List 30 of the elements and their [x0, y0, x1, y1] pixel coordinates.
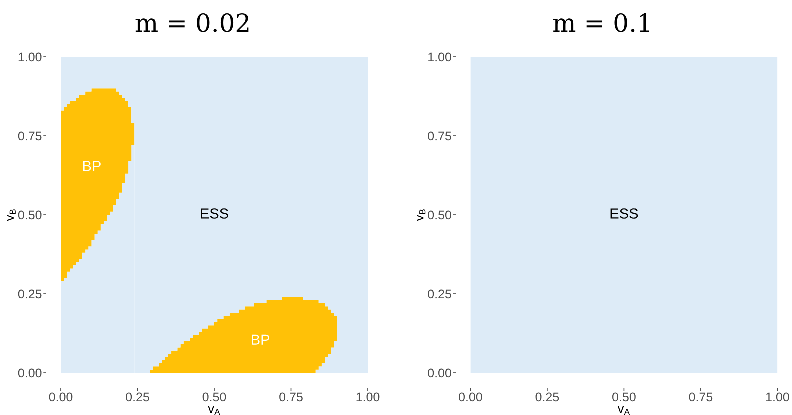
y-tick-label: 0.25	[428, 290, 452, 299]
x-tick-label: 0.50	[612, 392, 636, 402]
chart-title: m = 0.02	[136, 13, 249, 32]
x-tick-label: 0.50	[202, 392, 226, 402]
x-tick-label: 0.25	[126, 392, 150, 402]
x-tick-label: 1.00	[766, 392, 790, 402]
y-tick-label: 0.50	[428, 210, 452, 220]
y-tick-label: 1.00	[18, 52, 42, 62]
band-label: ESS	[610, 208, 638, 219]
y-tick-label: 0.75	[428, 132, 452, 141]
y-tick-label: 1.00	[428, 52, 452, 62]
annotation: ESS	[201, 208, 228, 219]
x-axis-title: v$_{A}$	[208, 406, 220, 415]
y-axis-title: v$_{B}$	[7, 210, 16, 222]
y-tick-label: 0.25	[18, 290, 42, 299]
x-axis-title: v$_{A}$	[618, 406, 630, 415]
y-tick-label: 0.75	[18, 132, 42, 141]
x-tick-label: 0.75	[689, 392, 713, 402]
x-tick-label: 0.00	[459, 392, 482, 402]
text: BP	[252, 334, 270, 345]
x-tick-label: 0.75	[280, 392, 303, 402]
x-tick-label: 0.25	[536, 392, 560, 402]
y-tick-label: 0.00	[428, 368, 452, 378]
y-tick-label: 0.00	[18, 368, 42, 378]
chart-title: m = 0.1	[553, 13, 650, 32]
series-label: BP	[83, 161, 101, 172]
y-axis-title: v$_{B}$	[417, 210, 426, 222]
y-tick-label: 0.50	[18, 210, 42, 220]
x-tick-label: 0.00	[49, 392, 73, 402]
x-tick-label: 1.00	[356, 392, 380, 402]
